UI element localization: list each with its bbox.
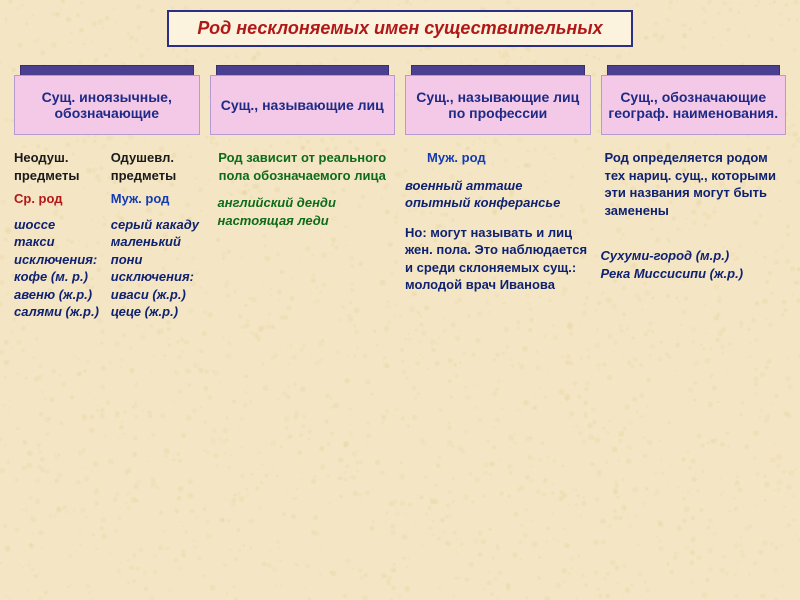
note-profession-exception: Но: могут называть и лиц жен. пола. Это …	[405, 224, 591, 294]
column-profession: Муж. род военный атташе опытный конферан…	[405, 149, 591, 321]
examples-inanimate: шоссе такси исключения: кофе (м. р.) аве…	[14, 216, 103, 321]
category-label: Сущ. иноязычные, обозначающие	[14, 75, 200, 135]
header-inanimate: Неодуш. предметы	[14, 149, 103, 184]
column-geography: Род определяется родом тех нариц. сущ., …	[601, 149, 787, 321]
examples-animate: серый какаду маленький пони исключения: …	[111, 216, 200, 321]
subheader-profession-masc: Муж. род	[405, 149, 591, 167]
category-box: Сущ., обозначающие географ. наименования…	[601, 65, 787, 135]
column-foreign-nouns: Неодуш. предметы Ср. род шоссе такси иск…	[14, 149, 200, 321]
note-real-gender: Род зависит от реального пола обозначаем…	[210, 149, 396, 184]
category-label: Сущ., называющие лиц по профессии	[405, 75, 591, 135]
examples-geography: Сухуми-город (м.р.) Река Миссисипи (ж.р.…	[601, 247, 787, 282]
subheader-neuter: Ср. род	[14, 190, 103, 208]
note-geography-rule: Род определяется родом тех нариц. сущ., …	[601, 149, 787, 219]
category-box: Сущ., называющие лиц	[210, 65, 396, 135]
category-box: Сущ., называющие лиц по профессии	[405, 65, 591, 135]
category-label: Сущ., обозначающие географ. наименования…	[601, 75, 787, 135]
slide-content: Род несклоняемых имен существительных Су…	[0, 0, 800, 331]
slide-title: Род несклоняемых имен существительных	[167, 10, 632, 47]
columns: Неодуш. предметы Ср. род шоссе такси иск…	[14, 149, 786, 321]
subheader-masc: Муж. род	[111, 190, 200, 208]
examples-profession: военный атташе опытный конферансье	[405, 177, 591, 212]
category-label: Сущ., называющие лиц	[210, 75, 396, 135]
category-box: Сущ. иноязычные, обозначающие	[14, 65, 200, 135]
header-animate: Одушевл. предметы	[111, 149, 200, 184]
column-persons: Род зависит от реального пола обозначаем…	[210, 149, 396, 321]
category-row: Сущ. иноязычные, обозначающиеСущ., назыв…	[14, 65, 786, 135]
examples-persons: английский денди настоящая леди	[210, 194, 396, 229]
